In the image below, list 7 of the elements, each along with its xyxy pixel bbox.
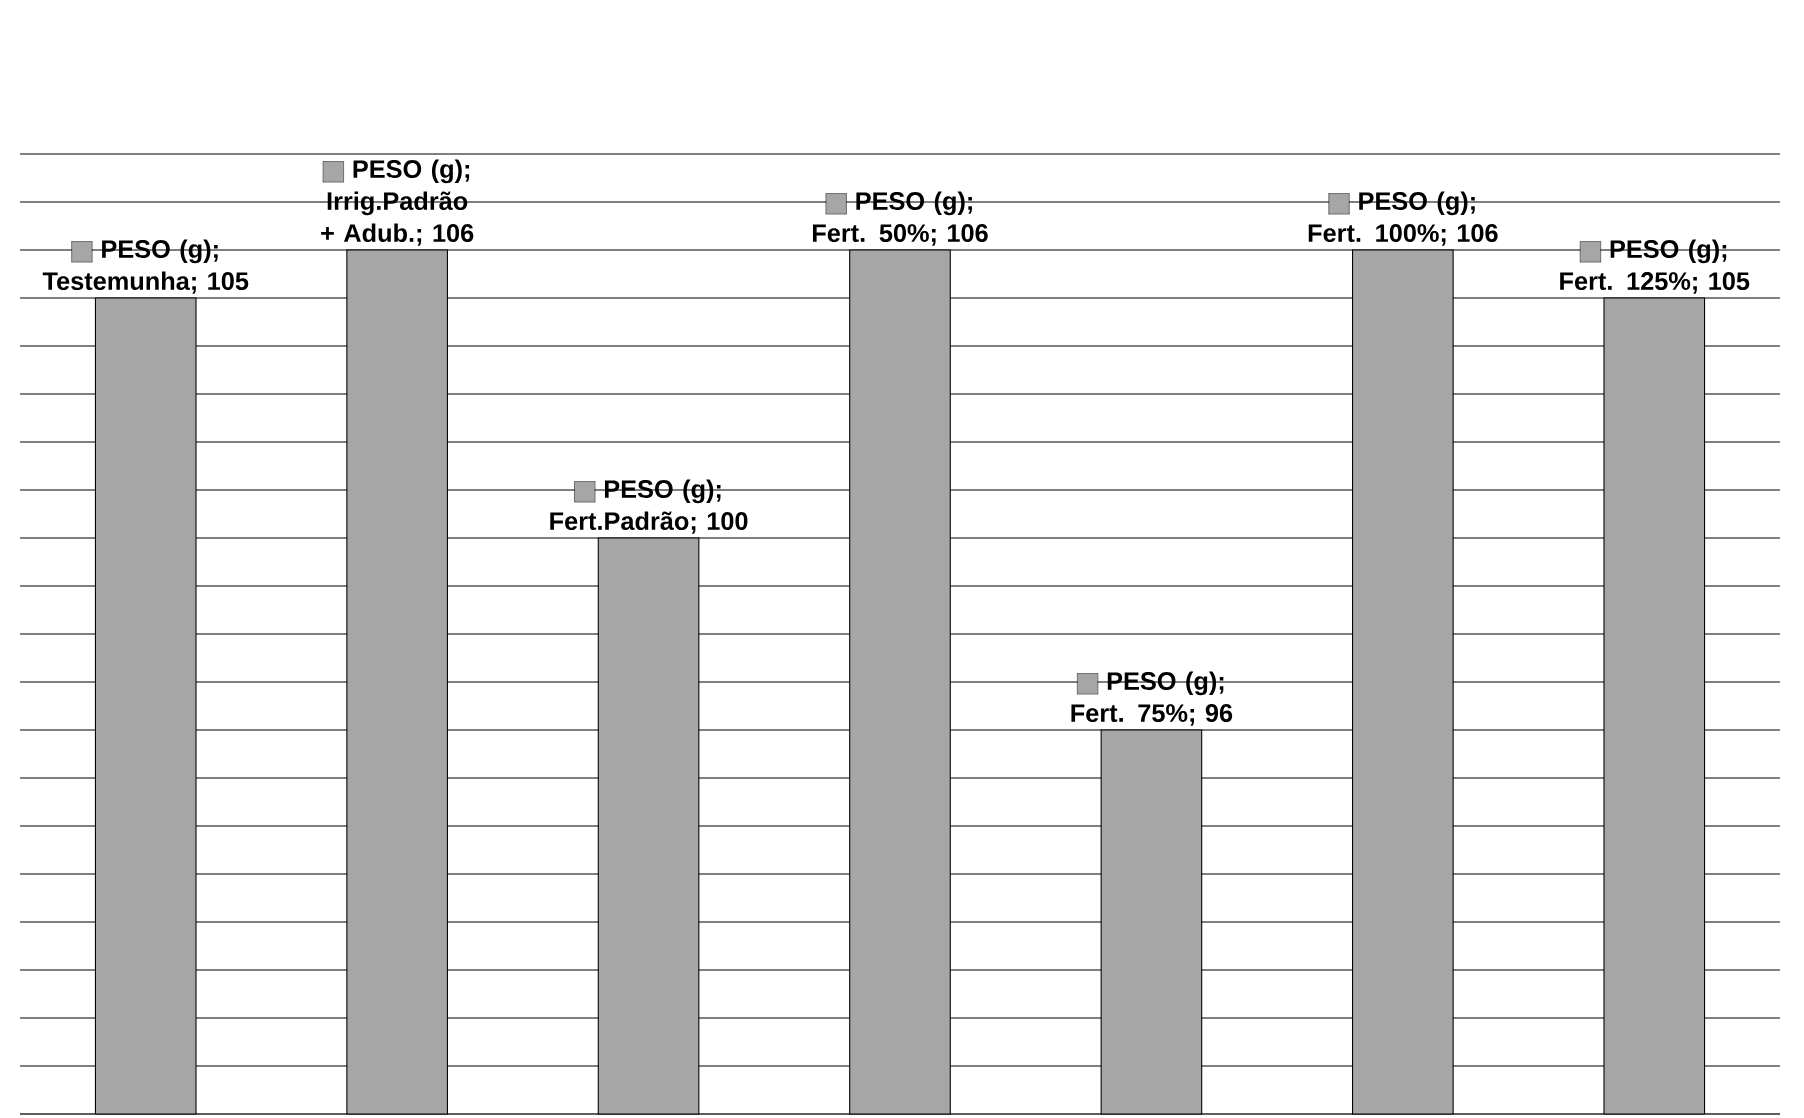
data-label: PESO (g); Fert. 75%; 96	[1071, 671, 1233, 726]
data-label: PESO (g); Testemunha; 105	[42, 239, 249, 294]
data-label: PESO (g); Fert.Padrão; 100	[550, 479, 748, 534]
data-label: PESO (g); Irrig.Padrão + Adub.; 106	[321, 159, 474, 246]
data-label: PESO (g); Fert. 50%; 106	[812, 191, 988, 246]
data-label: PESO (g); Fert. 100%; 106	[1308, 191, 1498, 246]
data-label: PESO (g); Fert. 125%; 105	[1560, 239, 1750, 294]
